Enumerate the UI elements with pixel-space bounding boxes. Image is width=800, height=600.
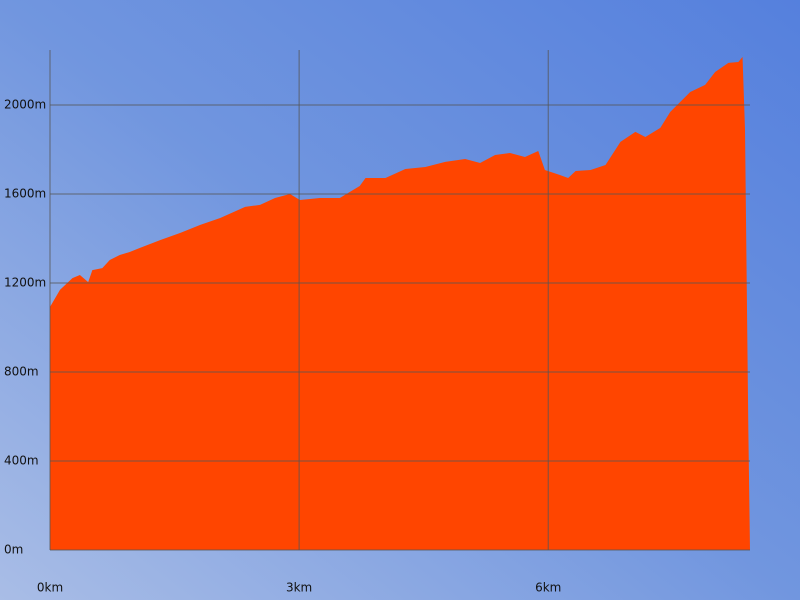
y-tick-label: 0m — [4, 543, 23, 557]
y-tick-label: 1600m — [4, 186, 46, 200]
y-tick-label: 400m — [4, 453, 39, 467]
x-tick-label: 3km — [286, 581, 312, 595]
y-tick-label: 2000m — [4, 97, 46, 111]
y-tick-label: 800m — [4, 364, 39, 378]
area — [50, 56, 750, 551]
x-tick-label: 0km — [37, 581, 63, 595]
y-tick-label: 1200m — [4, 275, 46, 289]
x-tick-label: 6km — [535, 581, 561, 595]
